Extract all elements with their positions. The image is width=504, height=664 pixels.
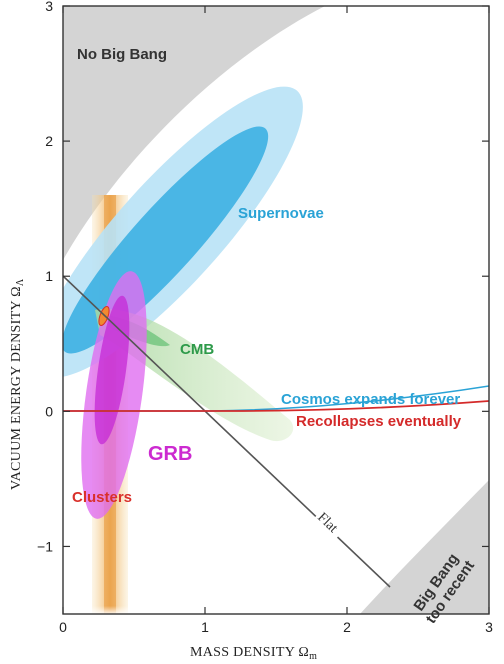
x-tick-label: 1 — [201, 619, 209, 635]
y-tick-label: 2 — [45, 133, 53, 149]
clusters-label: Clusters — [72, 489, 132, 506]
y-tick-label: −1 — [37, 538, 53, 554]
x-tick-label: 2 — [343, 619, 351, 635]
axis-ticks: 0 1 2 3 −1 0 1 2 3 — [37, 0, 493, 635]
x-tick-label: 0 — [59, 619, 67, 635]
supernovae-label: Supernovae — [238, 205, 324, 222]
cmb-label: CMB — [180, 341, 214, 358]
y-tick-label: 0 — [45, 403, 53, 419]
plot-frame — [62, 5, 490, 615]
y-tick-label: 1 — [45, 268, 53, 284]
grb-label: GRB — [148, 443, 192, 465]
no-big-bang-label: No Big Bang — [77, 46, 167, 63]
recollapses-line — [63, 400, 489, 412]
recollapses-label: Recollapses eventually — [296, 413, 462, 430]
y-axis-label: VACUUM ENERGY DENSITY ΩΛ — [9, 278, 26, 490]
grb-contour-inner — [94, 295, 130, 445]
expands-forever-label: Cosmos expands forever — [281, 391, 460, 408]
y-tick-label: 3 — [45, 0, 53, 14]
x-axis-label: MASS DENSITY Ωm — [190, 645, 317, 662]
big-bang-too-recent-region — [360, 480, 489, 614]
x-tick-label: 3 — [485, 619, 493, 635]
no-big-bang-region — [63, 6, 325, 260]
